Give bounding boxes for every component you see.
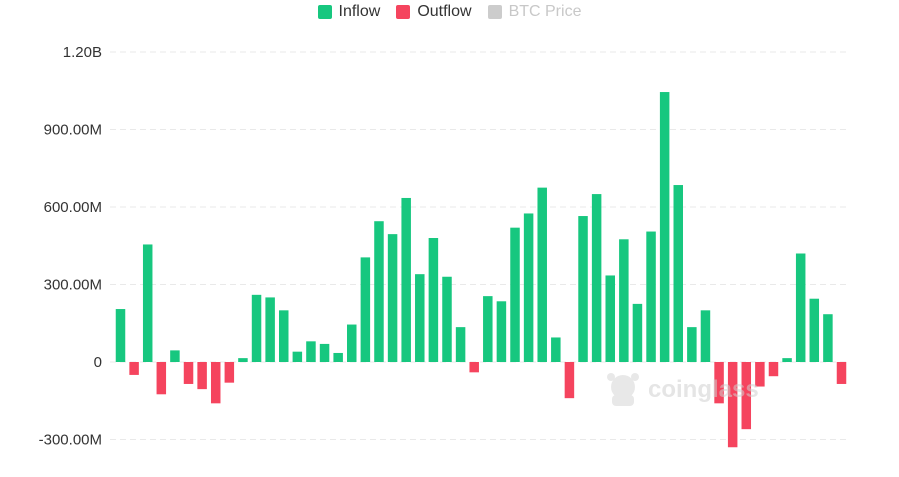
inflow-bar xyxy=(673,185,683,362)
inflow-bar xyxy=(782,358,792,363)
legend: Inflow Outflow BTC Price xyxy=(0,0,899,24)
inflow-bar xyxy=(795,253,806,362)
inflow-bar xyxy=(142,244,153,362)
y-tick-label: 1.20B xyxy=(63,44,102,61)
legend-label: Inflow xyxy=(338,3,381,20)
outflow-bar xyxy=(755,362,765,387)
inflow-bar xyxy=(265,297,275,362)
inflow-bar xyxy=(347,324,357,362)
inflow-bar xyxy=(292,351,303,362)
inflow-bar xyxy=(306,341,316,362)
outflow-bar xyxy=(727,362,738,448)
inflow-bar xyxy=(360,257,371,363)
inflow-bar xyxy=(442,276,452,362)
inflow-bar xyxy=(809,298,820,362)
watermark-text: coinglass xyxy=(648,376,759,403)
inflow-bar xyxy=(523,213,534,362)
outflow-bar xyxy=(156,362,167,395)
inflow-bar xyxy=(387,234,398,363)
inflow-bar xyxy=(170,350,180,363)
inflow-bar xyxy=(374,221,384,362)
outflow-bar xyxy=(197,362,207,390)
outflow-bar xyxy=(768,362,779,377)
inflow-bar xyxy=(279,310,289,362)
inflow-bar xyxy=(333,352,343,362)
watermark: coinglass xyxy=(607,373,759,406)
outflow-bar xyxy=(836,362,847,384)
inflow-bar xyxy=(510,227,520,362)
y-tick-label: -300.00M xyxy=(39,432,102,449)
inflow-bar xyxy=(619,239,629,362)
inflow-bar xyxy=(646,231,656,362)
outflow-bar xyxy=(714,362,724,404)
legend-swatch xyxy=(487,5,502,19)
y-tick-label: 600.00M xyxy=(44,199,102,216)
outflow-bar xyxy=(210,362,221,404)
legend-item-outflow[interactable]: Outflow xyxy=(396,3,472,21)
inflow-bar xyxy=(578,216,588,362)
outflow-bar xyxy=(183,362,194,384)
inflow-bar xyxy=(551,337,561,362)
inflow-bar xyxy=(319,343,330,362)
inflow-bar xyxy=(687,327,697,363)
inflow-bar xyxy=(632,303,643,363)
outflow-bar xyxy=(741,362,752,430)
legend-swatch xyxy=(317,5,332,19)
inflow-bar xyxy=(605,275,615,362)
outflow-bar xyxy=(224,362,235,383)
outflow-bar xyxy=(564,362,575,399)
inflow-bar xyxy=(401,197,411,362)
y-tick-label: 0 xyxy=(94,354,102,371)
inflow-bar xyxy=(428,238,439,362)
legend-item-inflow[interactable]: Inflow xyxy=(317,3,381,21)
legend-label: BTC Price xyxy=(508,3,582,20)
inflow-bar xyxy=(415,274,425,362)
inflow-bar xyxy=(659,92,670,362)
outflow-bar xyxy=(129,362,139,375)
inflow-bar xyxy=(455,327,466,363)
y-tick-label: 900.00M xyxy=(44,122,102,139)
y-tick-label: 300.00M xyxy=(44,277,102,294)
outflow-bar xyxy=(469,362,479,373)
inflow-bar xyxy=(251,294,262,362)
inflow-bar xyxy=(238,358,248,363)
coinglass-logo-icon xyxy=(607,373,639,406)
inflow-bar xyxy=(700,310,711,362)
inflow-bar xyxy=(483,296,493,363)
inflow-bar xyxy=(496,301,507,362)
inflow-bar xyxy=(823,314,833,362)
legend-item-btc-price[interactable]: BTC Price xyxy=(487,3,582,21)
legend-label: Outflow xyxy=(417,3,472,20)
y-axis-labels: 1.20B 900.00M 600.00M 300.00M 0 -300.00M xyxy=(39,44,102,449)
bars xyxy=(115,92,847,448)
inflow-bar xyxy=(115,309,126,362)
inflow-bar xyxy=(591,194,602,362)
legend-swatch xyxy=(396,5,411,19)
inflow-bar xyxy=(537,187,547,363)
